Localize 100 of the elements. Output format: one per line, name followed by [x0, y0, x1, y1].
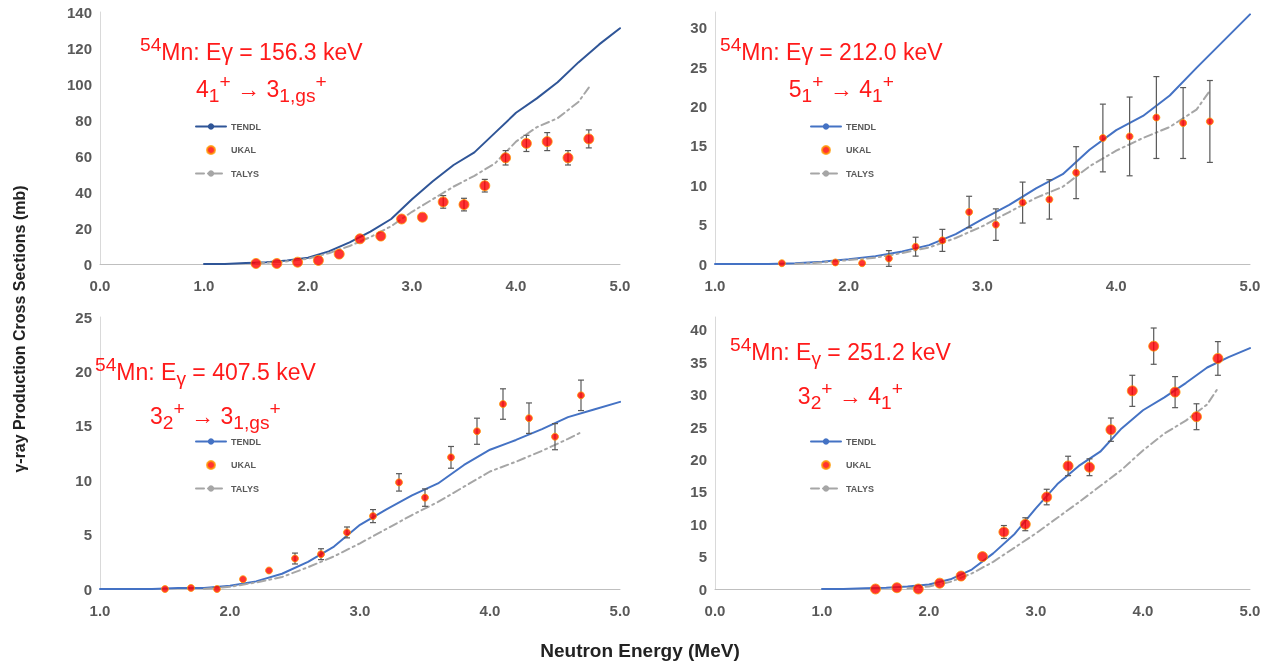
point [1098, 134, 1107, 142]
point [1084, 461, 1095, 473]
legend-label: TENDL [846, 121, 877, 132]
legend-label: TALYS [231, 168, 260, 179]
y-tick-label: 20 [75, 219, 92, 237]
line-series [99, 400, 621, 590]
point [577, 391, 585, 400]
point [1018, 198, 1027, 207]
legend-label: TENDL [846, 436, 877, 447]
legend-label: TENDL [231, 436, 262, 447]
point [369, 512, 377, 521]
point [911, 242, 920, 251]
y-tick-label: 10 [690, 515, 707, 533]
legend-label: UKAL [846, 145, 872, 155]
x-tick-label: 1.0 [193, 277, 215, 294]
y-tick-label: 20 [690, 450, 707, 468]
point [777, 259, 786, 268]
y-tick-label: 10 [690, 176, 707, 194]
annotation: $^{54}$Mn: Eγ = 212.0 keV [720, 33, 943, 67]
y-tick-label: 35 [690, 353, 707, 371]
point [1148, 340, 1160, 352]
y-tick-label: 10 [75, 471, 92, 489]
point [938, 236, 947, 245]
y-tick-label: 20 [75, 362, 92, 380]
point [520, 137, 532, 149]
point [213, 585, 221, 593]
x-tick-label: 3.0 [1025, 602, 1047, 619]
point [333, 248, 345, 260]
legend-label: TALYS [231, 483, 260, 494]
y-tick-label: 100 [66, 75, 92, 93]
point [239, 575, 247, 584]
x-tick-label: 4.0 [1105, 277, 1127, 294]
point [965, 208, 974, 217]
x-tick-label: 1.0 [811, 602, 833, 619]
point [271, 257, 283, 269]
y-tick-label: 120 [66, 39, 92, 57]
x-tick-label: 4.0 [479, 602, 501, 619]
point [1126, 385, 1138, 397]
y-tick-label: 40 [75, 183, 92, 201]
y-tick-label: 25 [690, 58, 707, 76]
y-tick-label: 15 [75, 417, 92, 435]
point [421, 493, 429, 502]
point [870, 583, 881, 595]
legend-label: UKAL [231, 145, 257, 155]
y-tick-label: 0 [698, 580, 707, 598]
x-tick-label: 1.0 [89, 602, 111, 619]
y-tick-label: 5 [83, 526, 92, 544]
x-tick-label: 2.0 [918, 602, 940, 619]
y-tick-label: 5 [698, 548, 707, 566]
point [891, 582, 903, 594]
point [1212, 352, 1224, 364]
x-axis-title: Neutron Energy (MeV) [539, 640, 741, 662]
x-tick-label: 3.0 [401, 277, 423, 294]
point [831, 258, 840, 267]
y-tick-label: 15 [690, 483, 707, 501]
x-tick-label: 3.0 [972, 277, 993, 294]
line-series [203, 431, 582, 590]
point [541, 136, 553, 148]
x-tick-label: 0.0 [704, 602, 726, 619]
legend-label: TENDL [231, 121, 262, 132]
point [991, 220, 1000, 229]
point [416, 211, 428, 223]
y-tick-label: 140 [66, 3, 92, 21]
point [375, 230, 387, 242]
annotation: $^{54}$Mn: E$_{γ}$ = 251.2 keV [730, 333, 951, 372]
legend-label: TALYS [846, 483, 875, 494]
x-tick-label: 5.0 [609, 602, 631, 619]
legend-label: UKAL [846, 460, 872, 470]
legend-label: UKAL [231, 460, 257, 470]
point [250, 257, 262, 269]
point [447, 453, 455, 462]
x-tick-label: 0.0 [89, 277, 111, 294]
x-tick-label: 5.0 [1239, 277, 1261, 294]
line-series [906, 387, 1219, 590]
point [977, 551, 988, 563]
point [396, 213, 408, 225]
annotation: $^{54}$Mn: E$_{γ}$ = 407.5 keV [95, 353, 316, 392]
x-tick-label: 3.0 [349, 602, 371, 619]
x-tick-label: 4.0 [505, 277, 527, 294]
point [473, 427, 481, 436]
point [354, 233, 366, 245]
point [955, 570, 967, 582]
point [499, 400, 507, 409]
y-tick-label: 25 [75, 308, 92, 326]
y-tick-label: 0 [83, 255, 92, 273]
point [395, 478, 403, 487]
x-tick-label: 5.0 [609, 277, 631, 294]
point [884, 254, 893, 263]
y-tick-label: 0 [698, 255, 707, 273]
point [1179, 119, 1188, 128]
y-tick-label: 15 [690, 137, 707, 155]
x-tick-label: 5.0 [1239, 602, 1261, 619]
point [934, 577, 946, 589]
point [1125, 132, 1134, 141]
point [1045, 195, 1054, 204]
point [1152, 113, 1161, 122]
point [187, 583, 195, 592]
y-tick-label: 30 [690, 386, 707, 404]
point [525, 414, 533, 423]
y-tick-label: 60 [75, 147, 92, 165]
